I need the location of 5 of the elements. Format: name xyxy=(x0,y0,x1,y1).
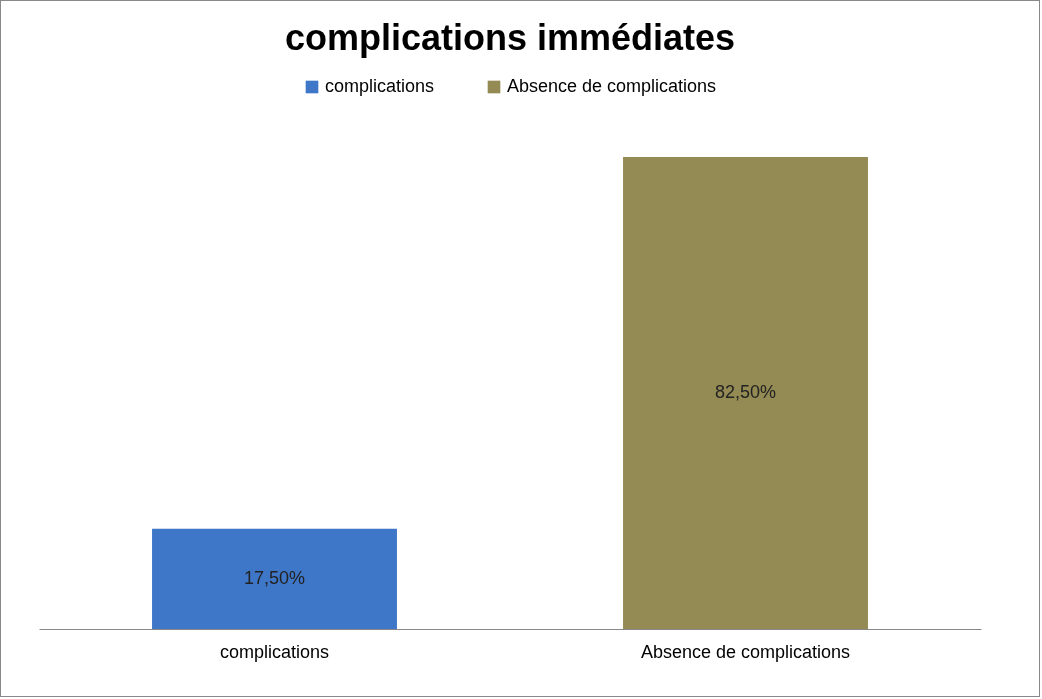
chart-title: complications immédiates xyxy=(284,17,736,58)
data-label: 17,50% xyxy=(243,567,306,588)
legend-label: Absence de complications xyxy=(507,76,717,96)
legend-label: complications xyxy=(325,76,435,96)
data-label: 82,50% xyxy=(714,381,777,402)
